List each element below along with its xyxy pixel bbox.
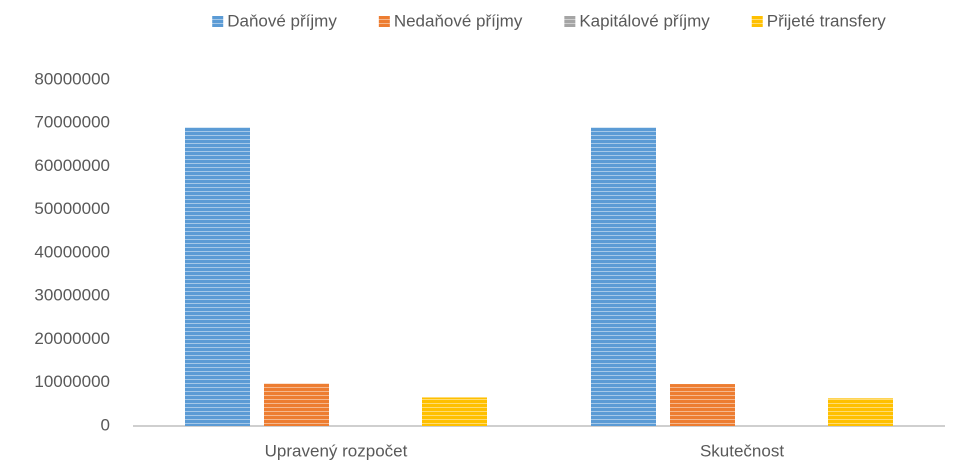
legend-item: Nedaňové příjmy: [378, 11, 523, 30]
legend-swatch: [751, 16, 763, 27]
legend-label: Daňové příjmy: [227, 11, 337, 30]
bar: [591, 127, 656, 426]
bar: [828, 398, 893, 426]
bar: [422, 397, 487, 426]
y-tick-label: 70000000: [34, 113, 110, 132]
y-tick-label: 60000000: [34, 156, 110, 175]
legend-item: Kapitálové příjmy: [564, 11, 710, 30]
y-tick-label: 30000000: [34, 286, 110, 305]
y-tick-label: 80000000: [34, 69, 110, 88]
legend-swatch: [378, 16, 390, 27]
y-tick-label: 0: [101, 415, 110, 434]
legend-label: Nedaňové příjmy: [394, 11, 523, 30]
legend-label: Přijeté transfery: [767, 11, 887, 30]
legend-label: Kapitálové příjmy: [579, 11, 710, 30]
legend-item: Přijeté transfery: [751, 11, 887, 30]
y-tick-label: 20000000: [34, 329, 110, 348]
legend-swatch: [212, 16, 224, 27]
bar: [264, 383, 329, 426]
y-tick-label: 50000000: [34, 199, 110, 218]
y-tick-label: 10000000: [34, 372, 110, 391]
x-tick-label: Upravený rozpočet: [265, 441, 408, 460]
y-tick-label: 40000000: [34, 242, 110, 261]
legend-item: Daňové příjmy: [212, 11, 337, 30]
bar: [670, 384, 735, 426]
legend-swatch: [564, 16, 576, 27]
x-tick-label: Skutečnost: [700, 441, 784, 460]
bar: [185, 127, 250, 426]
